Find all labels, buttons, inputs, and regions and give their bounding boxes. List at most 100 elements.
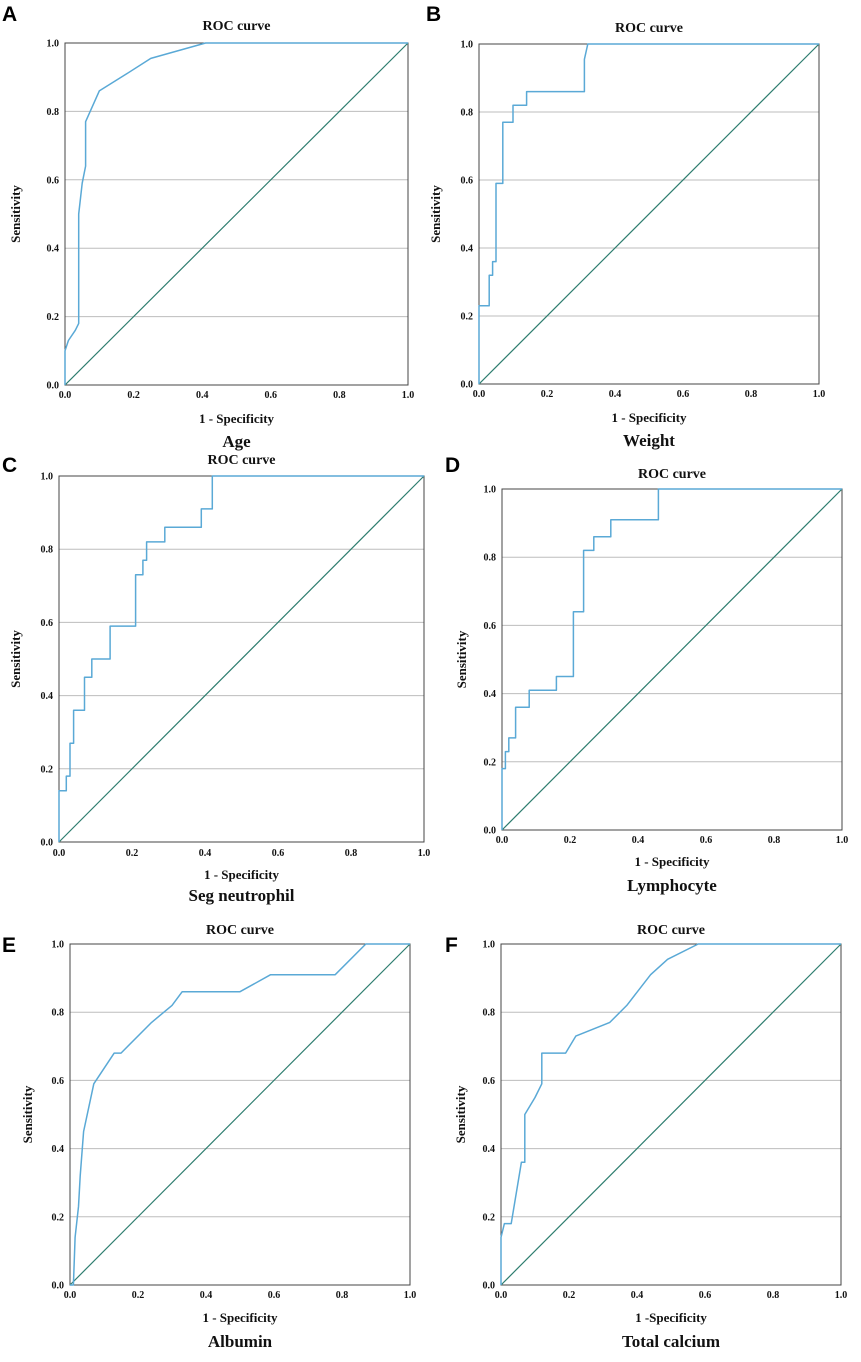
y-tick-label: 0.2 [52, 1212, 65, 1223]
reference-line [478, 43, 820, 385]
x-tick-label: 0.0 [64, 1290, 77, 1301]
reference-line [69, 943, 411, 1286]
chart-title: ROC curve [638, 467, 706, 482]
roc-curve-line [58, 475, 424, 842]
x-tick-label: 0.6 [265, 390, 278, 401]
y-axis-title: Sensitivity [428, 185, 443, 243]
y-tick-label: 0.2 [484, 757, 497, 768]
x-tick-label: 0.6 [677, 389, 690, 400]
y-tick-label: 0.2 [483, 1212, 496, 1223]
x-tick-label: 1.0 [813, 389, 826, 400]
x-axis-title: 1 -Specificity [635, 1310, 707, 1325]
y-tick-label: 0.8 [52, 1008, 65, 1019]
x-tick-label: 0.0 [53, 848, 66, 859]
y-tick-label: 0.8 [47, 107, 60, 118]
x-tick-label: 0.4 [631, 1290, 644, 1301]
x-tick-label: 0.8 [336, 1290, 349, 1301]
plot-frame [500, 943, 842, 1286]
roc-panel-d: 0.0 0.2 0.4 0.6 0.8 1.0 0.0 0.2 0.4 0.6 0.8 1.0 D ROC… [445, 454, 848, 895]
y-tick-label: 0.0 [52, 1281, 65, 1292]
y-tick-label: 0.4 [461, 244, 474, 255]
y-tick-label: 1.0 [41, 472, 54, 483]
y-axis-title: Sensitivity [20, 1085, 35, 1143]
y-tick-label: 0.6 [461, 176, 474, 187]
roc-panel-c: 0.0 0.2 0.4 0.6 0.8 1.0 0.0 0.2 0.4 0.6 0.8 1.0 C ROC… [2, 453, 430, 905]
roc-panel-f: 0.0 0.2 0.4 0.6 0.8 1.0 0.0 0.2 0.4 0.6 0.8 1.0 F ROC… [445, 923, 847, 1351]
plot-frame [69, 943, 411, 1286]
y-tick-label: 0.4 [484, 689, 497, 700]
y-tick-label: 0.4 [483, 1144, 496, 1155]
x-tick-label: 0.8 [345, 848, 358, 859]
reference-line [58, 475, 425, 843]
x-tick-label: 0.8 [767, 1290, 780, 1301]
y-tick-label: 0.8 [484, 553, 497, 564]
y-tick-label: 1.0 [52, 940, 65, 951]
x-tick-label: 0.4 [196, 390, 209, 401]
y-tick-label: 0.2 [461, 312, 474, 323]
x-tick-label: 0.6 [268, 1290, 281, 1301]
y-axis-title: Sensitivity [453, 1085, 468, 1143]
roc-curve-line [64, 42, 408, 385]
panel-letter: B [426, 3, 441, 26]
variable-label: Total calcium [622, 1332, 720, 1351]
y-tick-label: 0.2 [41, 764, 54, 775]
y-tick-label: 0.8 [461, 108, 474, 119]
x-tick-label: 0.2 [132, 1290, 145, 1301]
chart-title: ROC curve [615, 21, 683, 36]
x-tick-label: 0.6 [700, 835, 713, 846]
roc-curve-line [70, 943, 410, 1286]
y-tick-label: 0.2 [47, 312, 60, 323]
x-tick-label: 0.4 [632, 835, 645, 846]
variable-label: Weight [623, 431, 675, 450]
roc-panel-e: 0.0 0.2 0.4 0.6 0.8 1.0 0.0 0.2 0.4 0.6 0.8 1.0 E ROC… [2, 923, 416, 1351]
x-tick-label: 0.6 [699, 1290, 712, 1301]
y-tick-label: 0.8 [483, 1008, 496, 1019]
reference-line [64, 42, 409, 386]
y-tick-label: 0.0 [41, 838, 54, 849]
x-tick-label: 0.4 [200, 1290, 213, 1301]
y-axis-title: Sensitivity [454, 630, 469, 688]
y-tick-label: 1.0 [47, 39, 60, 50]
x-tick-label: 1.0 [418, 848, 431, 859]
x-tick-label: 0.0 [495, 1290, 508, 1301]
y-tick-label: 0.4 [41, 691, 54, 702]
panel-letter: D [445, 454, 460, 477]
x-axis-title: 1 - Specificity [204, 867, 280, 882]
chart-title: ROC curve [207, 453, 275, 468]
y-axis-title: Sensitivity [8, 630, 23, 688]
x-tick-label: 1.0 [836, 835, 849, 846]
y-tick-label: 0.4 [47, 244, 60, 255]
x-tick-label: 0.2 [563, 1290, 576, 1301]
x-tick-label: 0.2 [126, 848, 139, 859]
y-tick-label: 0.6 [41, 618, 54, 629]
chart-title: ROC curve [202, 19, 270, 34]
reference-line [501, 488, 843, 831]
y-tick-label: 0.6 [52, 1076, 65, 1087]
y-tick-label: 0.6 [47, 175, 60, 186]
x-axis-title: 1 - Specificity [199, 411, 275, 426]
y-tick-label: 1.0 [461, 40, 474, 51]
x-tick-label: 0.0 [59, 390, 72, 401]
y-tick-label: 0.8 [41, 545, 54, 556]
variable-label: Age [222, 432, 251, 451]
y-tick-label: 0.0 [484, 826, 497, 837]
x-tick-label: 1.0 [404, 1290, 417, 1301]
x-tick-label: 0.8 [333, 390, 346, 401]
x-axis-title: 1 - Specificity [634, 854, 710, 869]
x-tick-label: 0.0 [473, 389, 486, 400]
x-tick-label: 1.0 [402, 390, 415, 401]
y-tick-label: 1.0 [483, 940, 496, 951]
variable-label: Lymphocyte [627, 876, 717, 895]
x-tick-label: 0.8 [745, 389, 758, 400]
y-tick-label: 0.6 [484, 621, 497, 632]
y-tick-label: 1.0 [484, 485, 497, 496]
variable-label: Seg neutrophil [189, 886, 295, 905]
y-axis-title: Sensitivity [8, 185, 23, 243]
roc-curve-line [501, 488, 842, 830]
panel-letter: E [2, 934, 16, 957]
chart-title: ROC curve [637, 923, 705, 938]
y-tick-label: 0.4 [52, 1144, 65, 1155]
roc-panel-a: 0.0 0.2 0.4 0.6 0.8 1.0 0.0 0.2 0.4 0.6 0.8 1.0 A ROC… [2, 3, 414, 451]
x-tick-label: 0.2 [564, 835, 577, 846]
